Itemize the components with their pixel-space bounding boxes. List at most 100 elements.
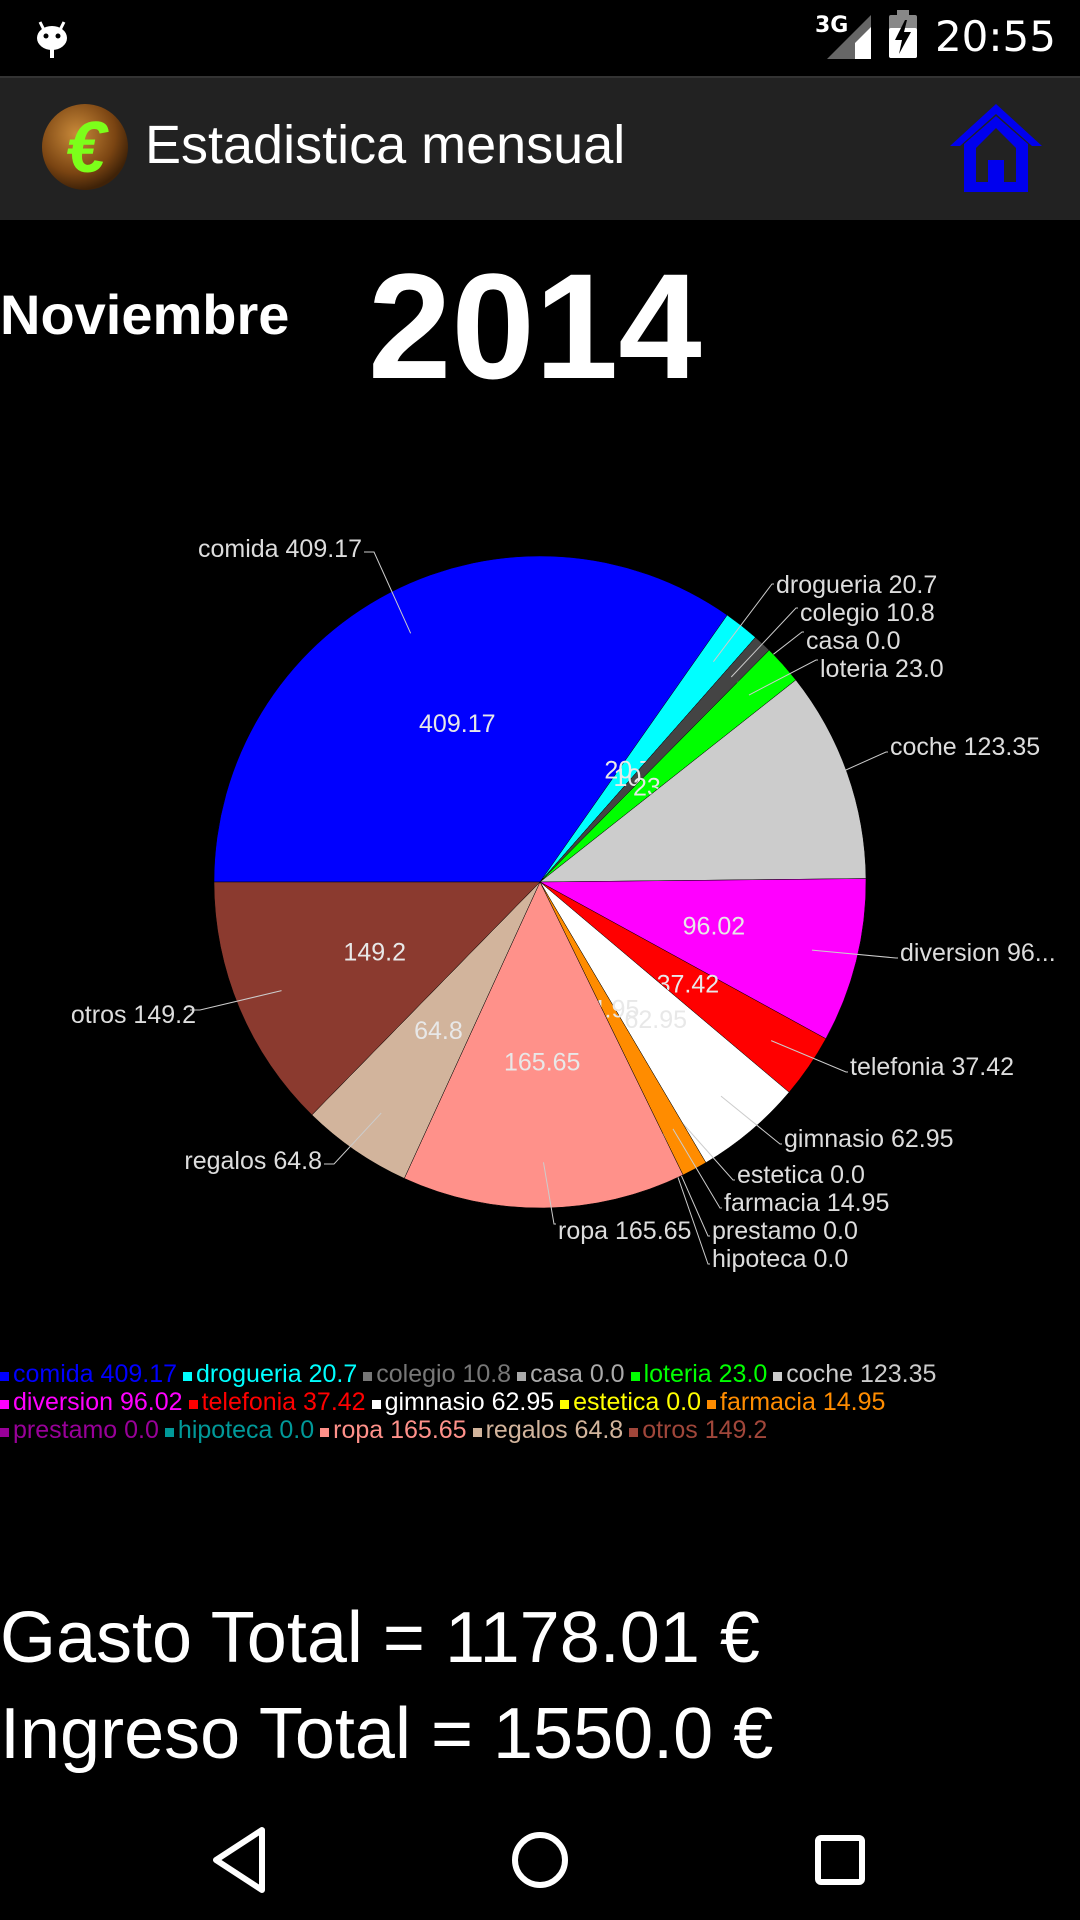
pie-outer-label-loteria: loteria 23.0 bbox=[820, 655, 944, 683]
pie-outer-label-colegio: colegio 10.8 bbox=[800, 599, 935, 627]
legend-swatch bbox=[560, 1400, 570, 1409]
legend-swatch bbox=[363, 1372, 373, 1381]
euro-coin-icon: € bbox=[40, 102, 130, 192]
pie-inner-label-gimnasio: 62.95 bbox=[624, 1006, 687, 1034]
legend-item: diversion 96.02 bbox=[0, 1388, 183, 1416]
legend-text: drogueria 20.7 bbox=[196, 1360, 358, 1388]
pie-inner-label-otros: 149.2 bbox=[343, 938, 406, 966]
status-bar: 3G 20:55 bbox=[0, 0, 1080, 76]
legend-item: regalos 64.8 bbox=[472, 1416, 624, 1444]
month-label: Noviembre bbox=[0, 283, 290, 346]
pie-outer-label-coche: coche 123.35 bbox=[890, 733, 1040, 761]
pie-outer-label-farmacia: farmacia 14.95 bbox=[724, 1189, 889, 1217]
pie-slice-coche bbox=[539, 679, 867, 883]
ingreso-total: Ingreso Total = 1550.0 € bbox=[0, 1694, 774, 1774]
legend-item: coche 123.35 bbox=[773, 1360, 936, 1388]
action-bar: € Estadistica mensual bbox=[0, 76, 1080, 220]
pie-outer-label-regalos: regalos 64.8 bbox=[184, 1147, 322, 1175]
leader-line-diversion bbox=[811, 949, 898, 959]
pie-outer-label-casa: casa 0.0 bbox=[806, 627, 901, 655]
totals: Gasto Total = 1178.01 € Ingreso Total = … bbox=[0, 1590, 773, 1782]
leader-line-farmacia bbox=[672, 1128, 722, 1209]
pie-slice-ropa bbox=[403, 881, 684, 1209]
legend-item: estetica 0.0 bbox=[560, 1388, 701, 1416]
legend-item: hipoteca 0.0 bbox=[164, 1416, 315, 1444]
legend-swatch bbox=[0, 1428, 9, 1437]
chart-legend: comida 409.17 drogueria 20.7 colegio 10.8 c… bbox=[0, 1360, 1080, 1444]
pie-outer-label-drogueria: drogueria 20.7 bbox=[776, 571, 937, 599]
legend-text: estetica 0.0 bbox=[573, 1388, 702, 1416]
legend-swatch bbox=[517, 1372, 527, 1381]
legend-text: ropa 165.65 bbox=[333, 1416, 467, 1444]
legend-item: gimnasio 62.95 bbox=[371, 1388, 555, 1416]
legend-item: drogueria 20.7 bbox=[183, 1360, 357, 1388]
legend-item: prestamo 0.0 bbox=[0, 1416, 159, 1444]
signal-3g-icon: 3G bbox=[815, 13, 871, 59]
pie-slice-otros bbox=[213, 881, 541, 1116]
legend-swatch bbox=[630, 1372, 640, 1381]
legend-swatch bbox=[629, 1428, 639, 1437]
leader-line-regalos bbox=[324, 1112, 382, 1165]
home-icon bbox=[950, 104, 1042, 192]
pie-outer-label-ropa: ropa 165.65 bbox=[558, 1217, 691, 1245]
legend-text: loteria 23.0 bbox=[643, 1360, 768, 1388]
legend-item: farmacia 14.95 bbox=[707, 1388, 885, 1416]
legend-item: colegio 10.8 bbox=[363, 1360, 511, 1388]
legend-text: regalos 64.8 bbox=[485, 1416, 624, 1444]
leader-line-coche bbox=[804, 751, 888, 790]
legend-row: diversion 96.02 telefonia 37.42 gimnasio 6… bbox=[0, 1388, 1080, 1416]
pie-outer-label-gimnasio: gimnasio 62.95 bbox=[784, 1125, 954, 1153]
legend-row: comida 409.17 drogueria 20.7 colegio 10.8 c… bbox=[0, 1360, 1080, 1388]
status-clock: 20:55 bbox=[934, 11, 1056, 61]
leader-line-estetica bbox=[682, 1123, 735, 1181]
legend-text: colegio 10.8 bbox=[376, 1360, 512, 1388]
recents-icon bbox=[815, 1835, 865, 1885]
legend-text: farmacia 14.95 bbox=[720, 1388, 886, 1416]
leader-line-colegio bbox=[730, 607, 798, 678]
battery-charging-icon bbox=[888, 10, 917, 62]
legend-item: telefonia 37.42 bbox=[188, 1388, 366, 1416]
gasto-total: Gasto Total = 1178.01 € bbox=[0, 1598, 760, 1678]
recents-button[interactable] bbox=[800, 1820, 880, 1900]
legend-swatch bbox=[707, 1400, 717, 1409]
pie-outer-label-diversion: diversion 96... bbox=[900, 939, 1056, 967]
back-icon bbox=[213, 1827, 265, 1893]
legend-swatch bbox=[371, 1400, 381, 1409]
svg-text:€: € bbox=[66, 108, 109, 188]
home-nav-button[interactable] bbox=[500, 1820, 580, 1900]
pie-slice-comida bbox=[213, 555, 728, 883]
legend-text: otros 149.2 bbox=[642, 1416, 768, 1444]
android-notification-icon bbox=[34, 12, 70, 64]
legend-item: casa 0.0 bbox=[517, 1360, 625, 1388]
home-button[interactable] bbox=[946, 98, 1046, 198]
pie-outer-label-telefonia: telefonia 37.42 bbox=[850, 1053, 1014, 1081]
leader-line-comida bbox=[364, 551, 412, 634]
leader-line-gimnasio bbox=[720, 1095, 782, 1145]
legend-text: prestamo 0.0 bbox=[13, 1416, 159, 1444]
pie-inner-label-diversion: 96.02 bbox=[683, 913, 746, 941]
pie-inner-label-ropa: 165.65 bbox=[504, 1048, 580, 1076]
legend-row: prestamo 0.0 hipoteca 0.0 ropa 165.65 regal… bbox=[0, 1416, 1080, 1444]
navigation-bar bbox=[0, 1790, 1080, 1920]
leader-line-ropa bbox=[542, 1162, 556, 1225]
legend-swatch bbox=[183, 1372, 193, 1381]
back-button[interactable] bbox=[200, 1820, 280, 1900]
legend-text: diversion 96.02 bbox=[13, 1388, 183, 1416]
home-circle-icon bbox=[512, 1832, 568, 1888]
legend-text: comida 409.17 bbox=[13, 1360, 178, 1388]
pie-outer-label-prestamo: prestamo 0.0 bbox=[712, 1217, 858, 1245]
leader-line-drogueria bbox=[712, 583, 774, 662]
legend-swatch bbox=[320, 1428, 330, 1437]
legend-text: gimnasio 62.95 bbox=[384, 1388, 555, 1416]
legend-swatch bbox=[0, 1400, 9, 1409]
legend-text: casa 0.0 bbox=[530, 1360, 625, 1388]
legend-item: otros 149.2 bbox=[629, 1416, 767, 1444]
legend-text: hipoteca 0.0 bbox=[177, 1416, 315, 1444]
leader-line-telefonia bbox=[770, 1040, 848, 1073]
legend-text: coche 123.35 bbox=[786, 1360, 937, 1388]
legend-swatch bbox=[164, 1428, 174, 1437]
legend-swatch bbox=[0, 1372, 9, 1381]
pie-inner-label-regalos: 64.8 bbox=[414, 1017, 463, 1045]
leader-line-otros bbox=[190, 990, 282, 1011]
